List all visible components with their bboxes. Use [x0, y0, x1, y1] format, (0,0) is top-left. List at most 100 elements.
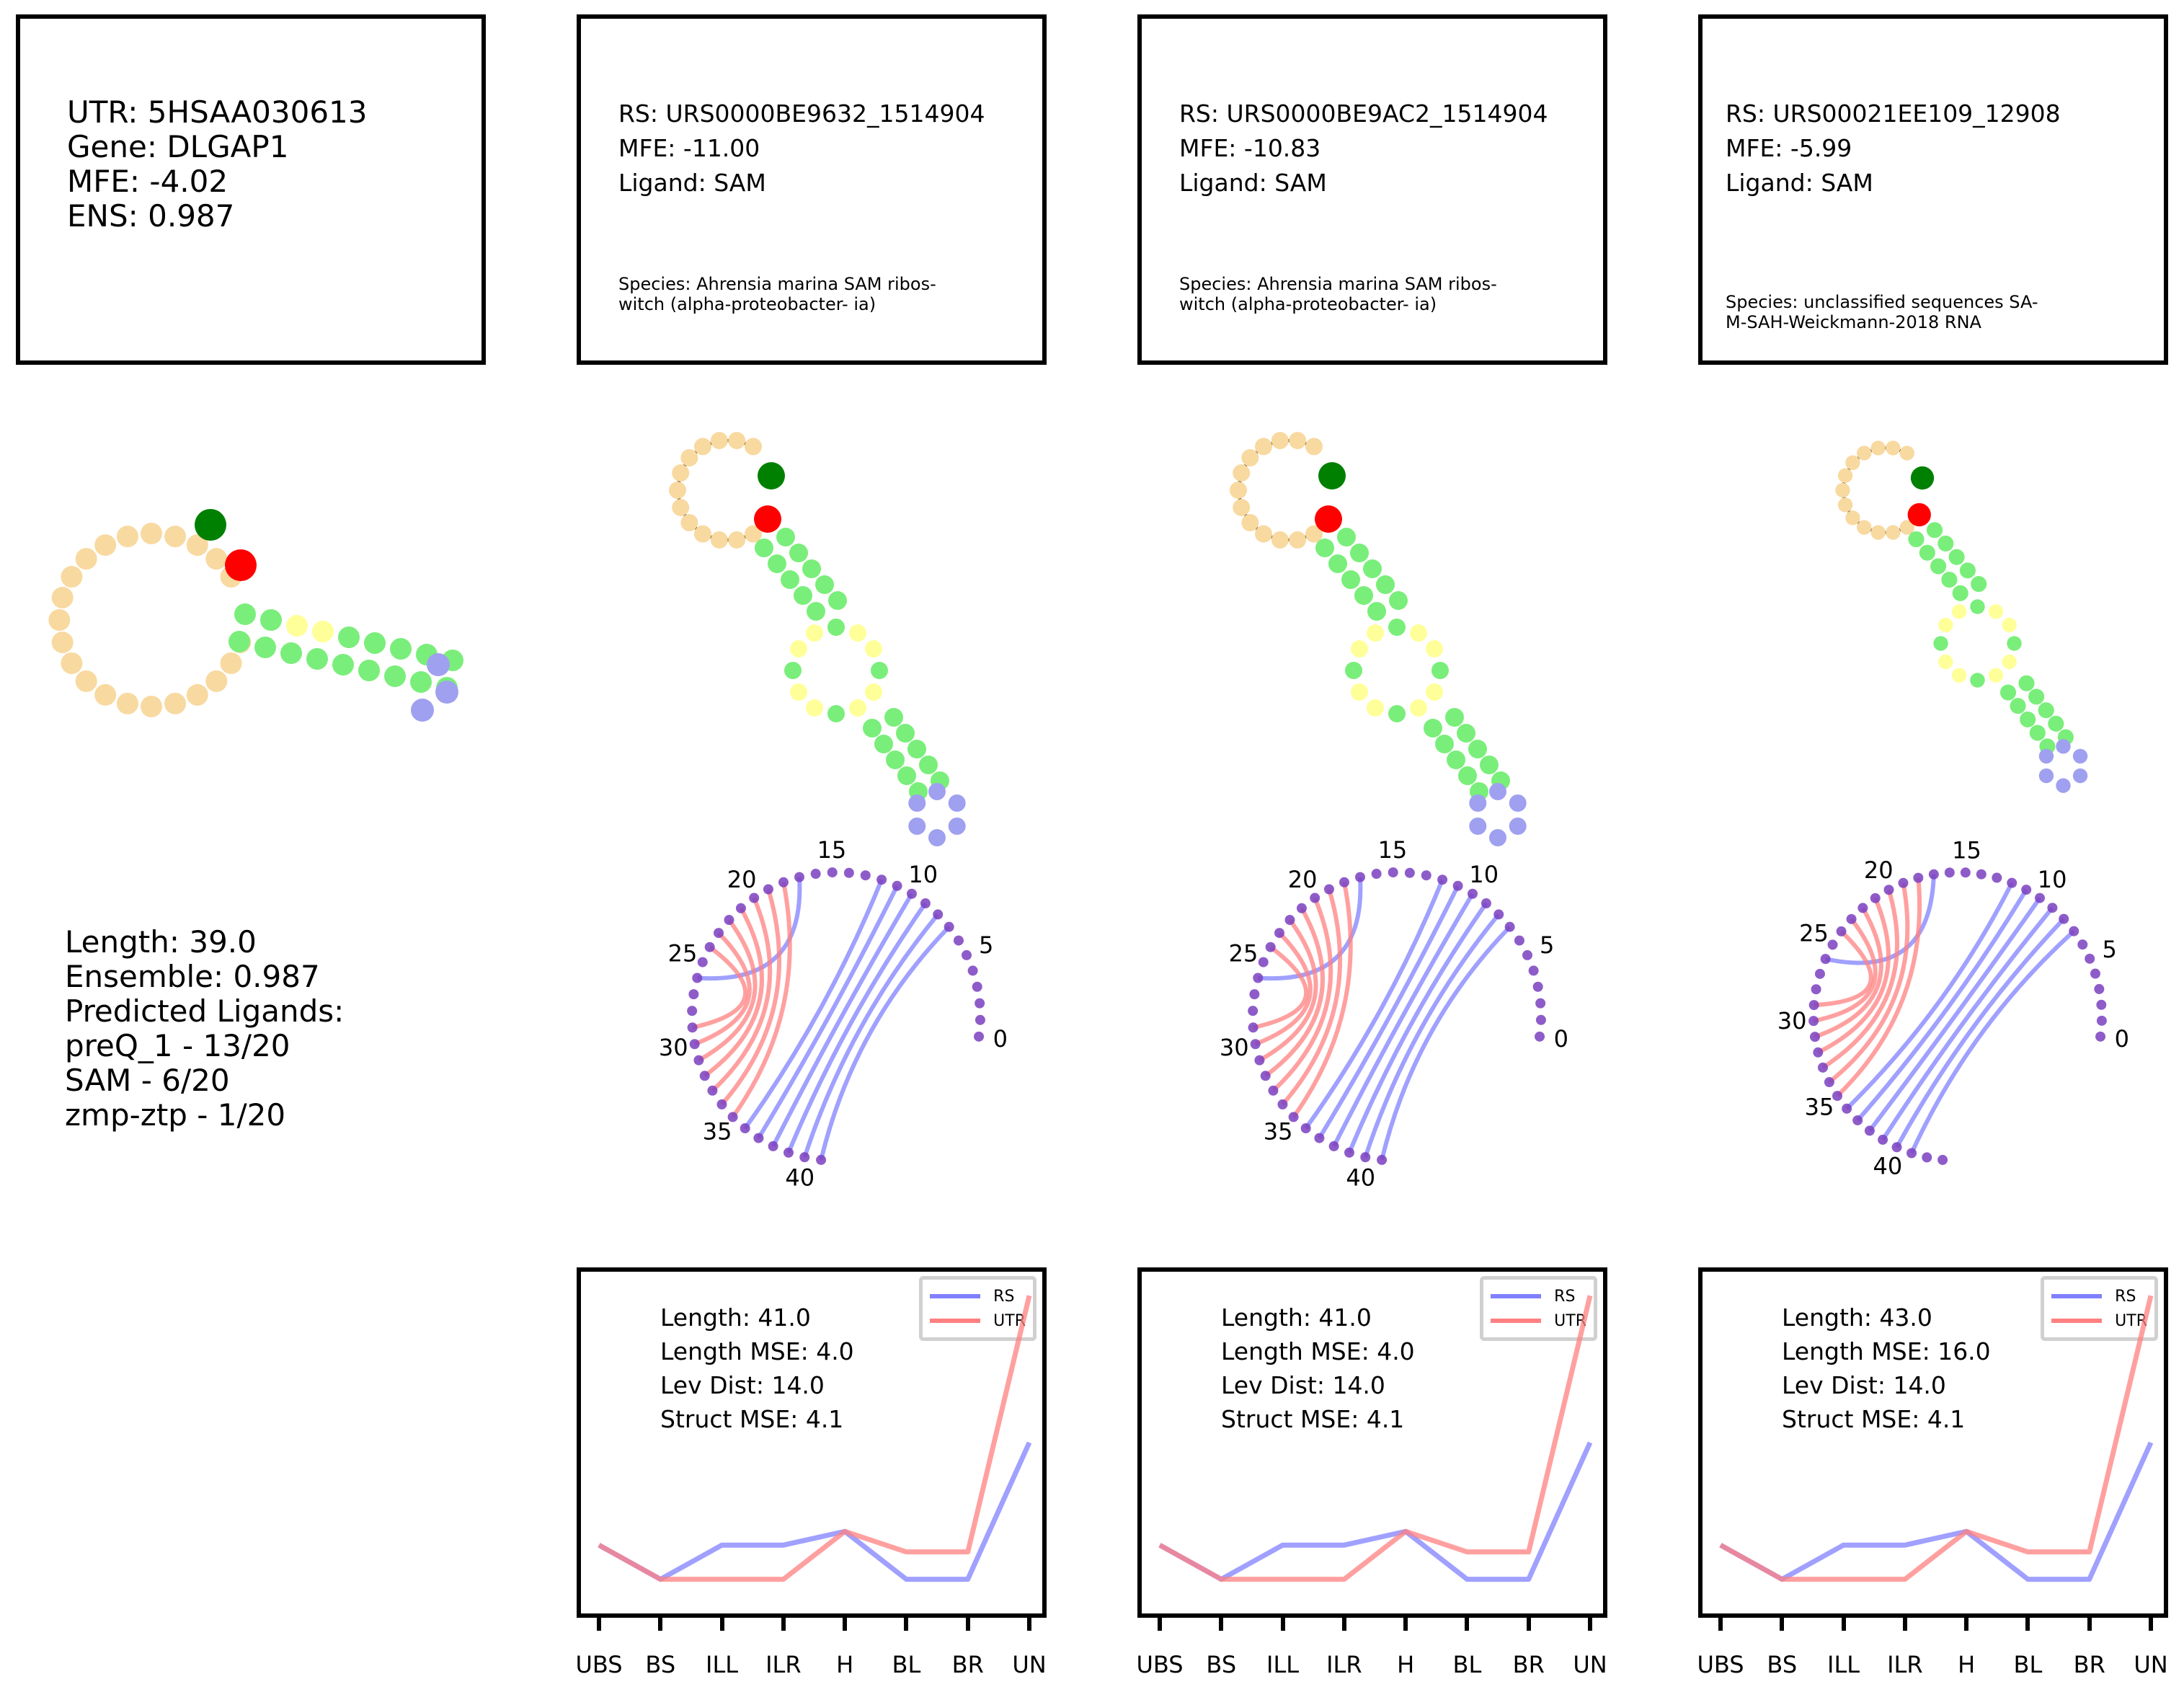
base-pair-arc: [1909, 929, 2076, 1154]
loop-nucleotide: [680, 449, 698, 467]
internal-loop-nucleotide: [1933, 636, 1948, 651]
stem-nucleotide: [1424, 719, 1442, 738]
hairpin-nucleotide: [2038, 768, 2054, 784]
nucleotide-dot: [1265, 942, 1276, 952]
arc-tick-label: 15: [817, 836, 847, 864]
loop-nucleotide: [75, 670, 97, 692]
legend-item-rs: RS: [2051, 1284, 2147, 1308]
arc-tick-label: 0: [2115, 1025, 2129, 1053]
nucleotide-dot: [2096, 1015, 2107, 1026]
internal-loop-nucleotide: [871, 662, 888, 679]
loop-nucleotide: [116, 692, 138, 714]
nucleotide-dot: [1813, 1047, 1824, 1058]
arc-tick-label: 5: [1540, 931, 1554, 959]
loop-nucleotide: [1870, 440, 1886, 456]
stem-nucleotide: [807, 602, 825, 621]
loop-nucleotide: [694, 438, 711, 456]
base-pair-arc: [697, 918, 758, 1063]
arc-tick-label: 40: [1346, 1164, 1375, 1191]
base-pair-arc: [1813, 918, 1878, 1024]
nucleotide-dot: [1883, 885, 1894, 895]
stem-nucleotide: [1337, 528, 1356, 546]
end-nucleotide: [754, 505, 781, 533]
nucleotide-dot: [1277, 1099, 1288, 1110]
nucleotide-dot: [1249, 989, 1260, 1000]
loop-nucleotide: [728, 531, 746, 549]
stem-nucleotide: [828, 591, 847, 610]
nucleotide-dot: [778, 877, 789, 887]
stem-nucleotide: [1354, 586, 1373, 605]
hairpin-nucleotide: [2038, 748, 2054, 764]
x-tick-label: BR: [951, 1651, 984, 1678]
hairpin-nucleotide: [928, 783, 946, 800]
nucleotide-dot: [799, 1152, 810, 1163]
base-pair-arc: [703, 907, 764, 1078]
internal-loop-nucleotide: [827, 619, 845, 636]
loop-nucleotide: [680, 513, 698, 531]
stem-nucleotide: [338, 626, 360, 648]
line-chart-2: [1158, 1295, 1593, 1582]
rs-mfe: MFE: -5.99: [1726, 134, 1852, 162]
nucleotide-dot: [2077, 939, 2088, 950]
stem-nucleotide: [2020, 711, 2036, 727]
stat-ligand: SAM - 6/20: [65, 1063, 230, 1098]
nucleotide-dot: [1268, 1085, 1279, 1096]
loop-nucleotide: [1837, 468, 1853, 483]
stem-nucleotide: [1315, 539, 1334, 557]
gene-name: Gene: DLGAP1: [67, 129, 289, 164]
nucleotide-dot: [1824, 1077, 1834, 1088]
legend-item-rs: RS: [1491, 1284, 1586, 1308]
nucleotide-dot: [714, 928, 724, 939]
nucleotide-dot: [763, 884, 773, 895]
loop-nucleotide: [1241, 513, 1259, 531]
loop-nucleotide: [141, 696, 162, 717]
nucleotide-dot: [1360, 1152, 1371, 1163]
rs-id: RS: URS0000BE9632_1514904: [618, 99, 985, 128]
loop-nucleotide: [186, 683, 208, 706]
loop-nucleotide: [1835, 482, 1850, 498]
nucleotide-dot: [843, 867, 854, 878]
nucleotide-dot: [1467, 888, 1478, 899]
nucleotide-dot: [699, 1071, 710, 1081]
stem-nucleotide: [1350, 544, 1369, 562]
rs-mfe: MFE: -10.83: [1179, 134, 1321, 162]
hairpin-nucleotide: [1509, 794, 1527, 812]
nucleotide-dot: [1344, 1147, 1355, 1158]
stem-nucleotide: [228, 631, 250, 652]
loop-nucleotide: [61, 566, 83, 588]
nucleotide-dot: [1811, 984, 1821, 995]
utr-mfe: MFE: -4.02: [67, 164, 228, 199]
base-pair-arc: [1868, 896, 2042, 1133]
metric-length-mse: Length MSE: 4.0: [660, 1337, 854, 1365]
nucleotide-dot: [1371, 869, 1382, 880]
metric-length: Length: 41.0: [1221, 1303, 1372, 1332]
x-tick-mark: [2025, 1615, 2030, 1631]
stem-nucleotide: [2028, 688, 2045, 705]
hairpin-nucleotide: [908, 818, 926, 835]
x-tick-mark: [904, 1615, 909, 1631]
loop-nucleotide: [164, 526, 187, 548]
nucleotide-dot: [1339, 877, 1349, 887]
nucleotide-dot: [687, 1022, 698, 1033]
stem-nucleotide: [907, 740, 926, 758]
base-pair-arc: [1281, 888, 1343, 1106]
x-tick-label: ILL: [706, 1651, 739, 1678]
hairpin-nucleotide: [2056, 778, 2071, 793]
stem-nucleotide: [1941, 572, 1958, 588]
metric-length: Length: 43.0: [1782, 1303, 1932, 1332]
nucleotide-dot: [1808, 1000, 1819, 1011]
rs-species: Species: Ahrensia marina SAM ribos- witc…: [1179, 274, 1497, 314]
utr-id: UTR: 5HSAA030613: [67, 94, 368, 130]
hairpin-nucleotide: [928, 829, 946, 846]
nucleotide-dot: [1254, 1055, 1265, 1066]
nucleotide-dot: [697, 957, 708, 967]
x-tick-mark: [1158, 1615, 1162, 1631]
internal-loop-nucleotide: [864, 683, 882, 701]
base-pair-arc: [1821, 889, 1899, 1070]
base-pair-arc: [731, 882, 792, 1119]
nucleotide-dot: [1248, 1006, 1259, 1017]
internal-loop-nucleotide: [790, 683, 808, 701]
x-tick-mark: [1780, 1615, 1785, 1631]
x-tick-mark: [1403, 1615, 1408, 1631]
hairpin-nucleotide: [1509, 818, 1527, 835]
